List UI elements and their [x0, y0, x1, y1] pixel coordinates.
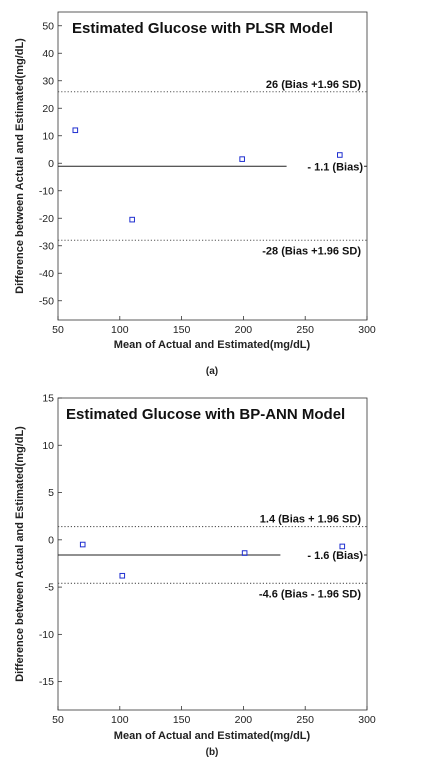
axis-ticks-a: 50 100 150 200 250 300 -50 -40 -30 -20 -10 0 10 20 30 4… [39, 20, 376, 336]
y-tick-label: -10 [39, 185, 54, 197]
y-tick-label: 10 [42, 130, 54, 142]
chart-title-a: Estimated Glucose with PLSR Model [72, 20, 333, 37]
y-tick-label: 40 [42, 48, 54, 60]
x-tick-label: 50 [52, 324, 64, 336]
data-point [241, 550, 248, 556]
reference-lines-b: 1.4 (Bias + 1.96 SD) - 1.6 (Bias) -4.6 (Bi… [58, 514, 367, 600]
reference-lines-a: 26 (Bias +1.96 SD) - 1.1 (Bias) -28 (Bias … [58, 79, 367, 257]
bias-label: - 1.6 (Bias) [307, 550, 363, 562]
x-tick-label: 50 [52, 714, 64, 726]
chart-panel-a: Estimated Glucose with PLSR Model Mean o… [14, 11, 376, 377]
limit-label: 26 (Bias +1.96 SD) [266, 79, 361, 91]
limit-label: -4.6 (Bias - 1.96 SD) [259, 588, 361, 600]
data-point [239, 156, 245, 162]
panel-caption-b: (b) [206, 747, 219, 758]
x-axis-label-b: Mean of Actual and Estimated(mg/dL) [114, 730, 311, 742]
data-points-a [72, 127, 343, 223]
y-tick-label: -40 [39, 268, 54, 280]
limit-label: -28 (Bias +1.96 SD) [262, 245, 361, 257]
y-axis-label-b: Difference between Actual and Estimated(… [14, 426, 26, 682]
x-tick-label: 150 [173, 324, 191, 336]
y-tick-label: 0 [48, 158, 54, 170]
x-axis-label-a: Mean of Actual and Estimated(mg/dL) [114, 339, 311, 351]
x-tick-label: 100 [111, 714, 129, 726]
panel-caption-a: (a) [206, 366, 218, 377]
bias-label-background [286, 160, 364, 174]
y-tick-label: 10 [42, 440, 54, 452]
y-tick-label: -15 [39, 676, 54, 688]
chart-title-b: Estimated Glucose with BP-ANN Model [66, 406, 345, 423]
bias-label: - 1.1 (Bias) [307, 161, 363, 173]
x-tick-label: 300 [358, 324, 376, 336]
y-tick-label: 15 [42, 393, 54, 405]
x-tick-label: 200 [235, 714, 253, 726]
x-tick-label: 150 [173, 714, 191, 726]
y-tick-label: -20 [39, 213, 54, 225]
y-tick-label: -5 [45, 582, 54, 594]
y-tick-label: -50 [39, 295, 54, 307]
data-point [72, 127, 79, 134]
y-tick-label: 20 [42, 103, 54, 115]
y-tick-label: 5 [48, 487, 54, 499]
axis-ticks-b: 50 100 150 200 250 300 -15 -10 -5 0 5 10 15 [39, 393, 376, 727]
y-axis-label-a: Difference between Actual and Estimated(… [14, 38, 26, 294]
bias-label-background [280, 548, 364, 562]
x-tick-label: 250 [296, 714, 314, 726]
x-tick-label: 100 [111, 324, 129, 336]
data-point [119, 572, 126, 579]
data-point [129, 216, 135, 223]
x-tick-label: 300 [358, 714, 376, 726]
y-tick-label: -30 [39, 240, 54, 252]
y-tick-label: -10 [39, 629, 54, 641]
data-points-b [79, 541, 346, 579]
limit-label: 1.4 (Bias + 1.96 SD) [260, 514, 362, 526]
chart-panel-b: Estimated Glucose with BP-ANN Model Mean… [14, 393, 376, 759]
y-tick-label: 30 [42, 75, 54, 87]
data-point [339, 543, 346, 550]
y-tick-label: 50 [42, 20, 54, 32]
data-point [337, 152, 343, 158]
x-tick-label: 200 [235, 324, 253, 336]
data-point [79, 541, 86, 548]
x-tick-label: 250 [296, 324, 314, 336]
y-tick-label: 0 [48, 534, 54, 546]
